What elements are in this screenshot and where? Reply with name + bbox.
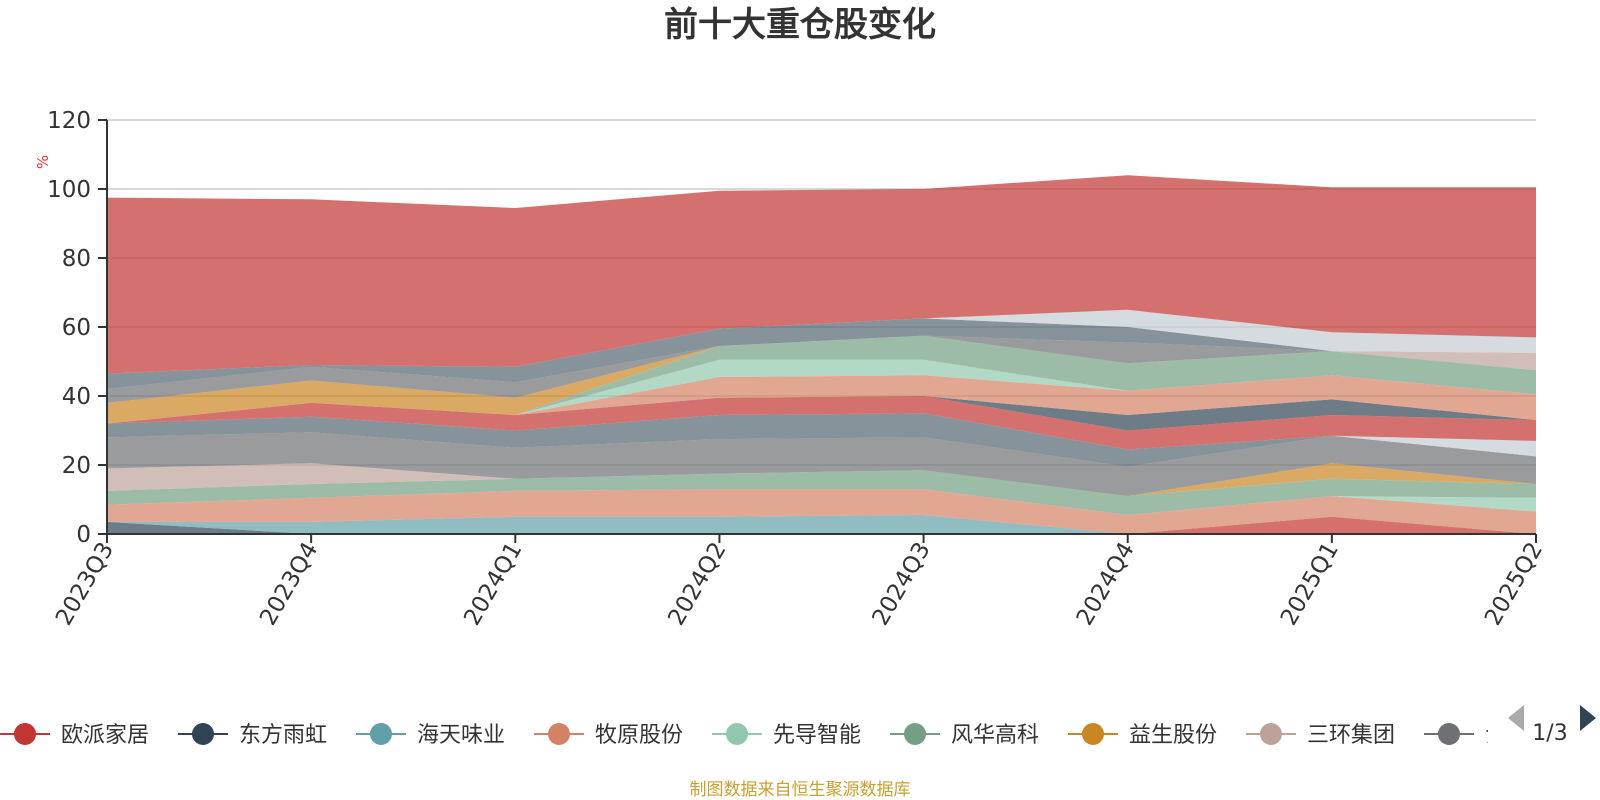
legend-item[interactable]: 先导智能 <box>712 723 861 748</box>
legend-label: 东方雨虹 <box>239 723 327 748</box>
area-series-8[interactable] <box>107 463 1536 497</box>
area-series-7[interactable] <box>107 463 1536 497</box>
area-series-4[interactable] <box>107 489 1536 534</box>
y-tick-label: 100 <box>47 177 91 203</box>
legend-marker <box>1082 723 1104 745</box>
x-tick-label: 2025Q1 <box>1276 538 1344 630</box>
legend-label: 氵 <box>1485 723 1507 748</box>
y-tick-label: 60 <box>62 315 91 341</box>
x-tick-label: 2023Q4 <box>255 538 323 630</box>
legend-item[interactable]: 三环集团 <box>1246 723 1395 748</box>
area-series-1[interactable] <box>107 516 1536 534</box>
legend-label: 先导智能 <box>773 723 861 748</box>
triangle-left-icon[interactable] <box>1508 705 1524 731</box>
legend-item[interactable]: 海天味业 <box>356 723 505 748</box>
legend-items[interactable]: 欧派家居 东方雨虹 海天味业 牧原股份 先导智能 风华高科 益生股份 三环集团 氵 <box>0 723 1507 748</box>
legend-label: 海天味业 <box>417 723 505 748</box>
area-series-17[interactable] <box>107 335 1536 424</box>
data-source-note: 制图数据来自恒生聚源数据库 <box>690 780 911 800</box>
legend-item[interactable]: 欧派家居 <box>0 723 149 748</box>
y-tick-label: 120 <box>47 108 91 134</box>
area-series-12[interactable] <box>107 396 1536 450</box>
area-series-21[interactable] <box>107 309 1536 374</box>
legend-marker <box>14 723 36 745</box>
legend-page-indicator: 1/3 <box>1532 721 1567 746</box>
legend-marker <box>370 723 392 745</box>
legend-pager: 1/3 <box>1508 705 1596 746</box>
legend-label: 牧原股份 <box>595 723 683 748</box>
y-axis-unit-label: % <box>34 155 52 169</box>
x-tick-label: 2023Q3 <box>51 538 119 630</box>
legend-item[interactable]: 风华高科 <box>890 723 1039 748</box>
area-series-2[interactable] <box>107 516 1536 534</box>
area-series-16[interactable] <box>107 335 1536 424</box>
area-series-19[interactable] <box>107 335 1536 403</box>
legend-marker <box>548 723 570 745</box>
legend-marker <box>192 723 214 745</box>
legend-marker <box>1438 723 1460 745</box>
triangle-right-icon[interactable] <box>1580 705 1596 731</box>
x-tick-label: 2025Q2 <box>1480 538 1548 630</box>
y-tick-label: 0 <box>76 522 91 548</box>
area-series-15[interactable] <box>107 359 1536 424</box>
x-tick-label: 2024Q2 <box>663 538 731 630</box>
legend-marker <box>904 723 926 745</box>
y-tick-label: 40 <box>62 384 91 410</box>
legend-marker <box>726 723 748 745</box>
area-series-9[interactable] <box>107 432 1536 497</box>
area-series-13[interactable] <box>107 396 1536 431</box>
legend[interactable]: 欧派家居 东方雨虹 海天味业 牧原股份 先导智能 风华高科 益生股份 三环集团 氵 <box>0 723 1507 748</box>
legend-label: 风华高科 <box>951 723 1039 748</box>
x-tick-label: 2024Q3 <box>868 538 936 630</box>
x-tick-label: 2024Q4 <box>1072 538 1140 630</box>
x-tick-label: 2024Q1 <box>459 538 527 630</box>
area-series-20[interactable] <box>107 318 1536 390</box>
legend-label: 益生股份 <box>1129 723 1217 748</box>
legend-label: 欧派家居 <box>61 723 149 748</box>
chart-title: 前十大重仓股变化 <box>664 5 936 45</box>
y-tick-label: 20 <box>62 453 91 479</box>
area-series-layer[interactable] <box>107 175 1536 534</box>
area-series-22[interactable] <box>107 175 1536 374</box>
legend-item[interactable]: 益生股份 <box>1068 723 1217 748</box>
legend-item[interactable]: 牧原股份 <box>534 723 683 748</box>
legend-item[interactable]: 东方雨虹 <box>178 723 327 748</box>
legend-marker <box>1260 723 1282 745</box>
area-series-6[interactable] <box>107 470 1536 515</box>
legend-item[interactable]: 氵 <box>1424 723 1507 748</box>
legend-label: 三环集团 <box>1307 723 1395 748</box>
area-series-14[interactable] <box>107 375 1536 424</box>
area-series-3[interactable] <box>107 515 1536 534</box>
y-tick-label: 80 <box>62 246 91 272</box>
area-series-10[interactable] <box>107 413 1536 467</box>
